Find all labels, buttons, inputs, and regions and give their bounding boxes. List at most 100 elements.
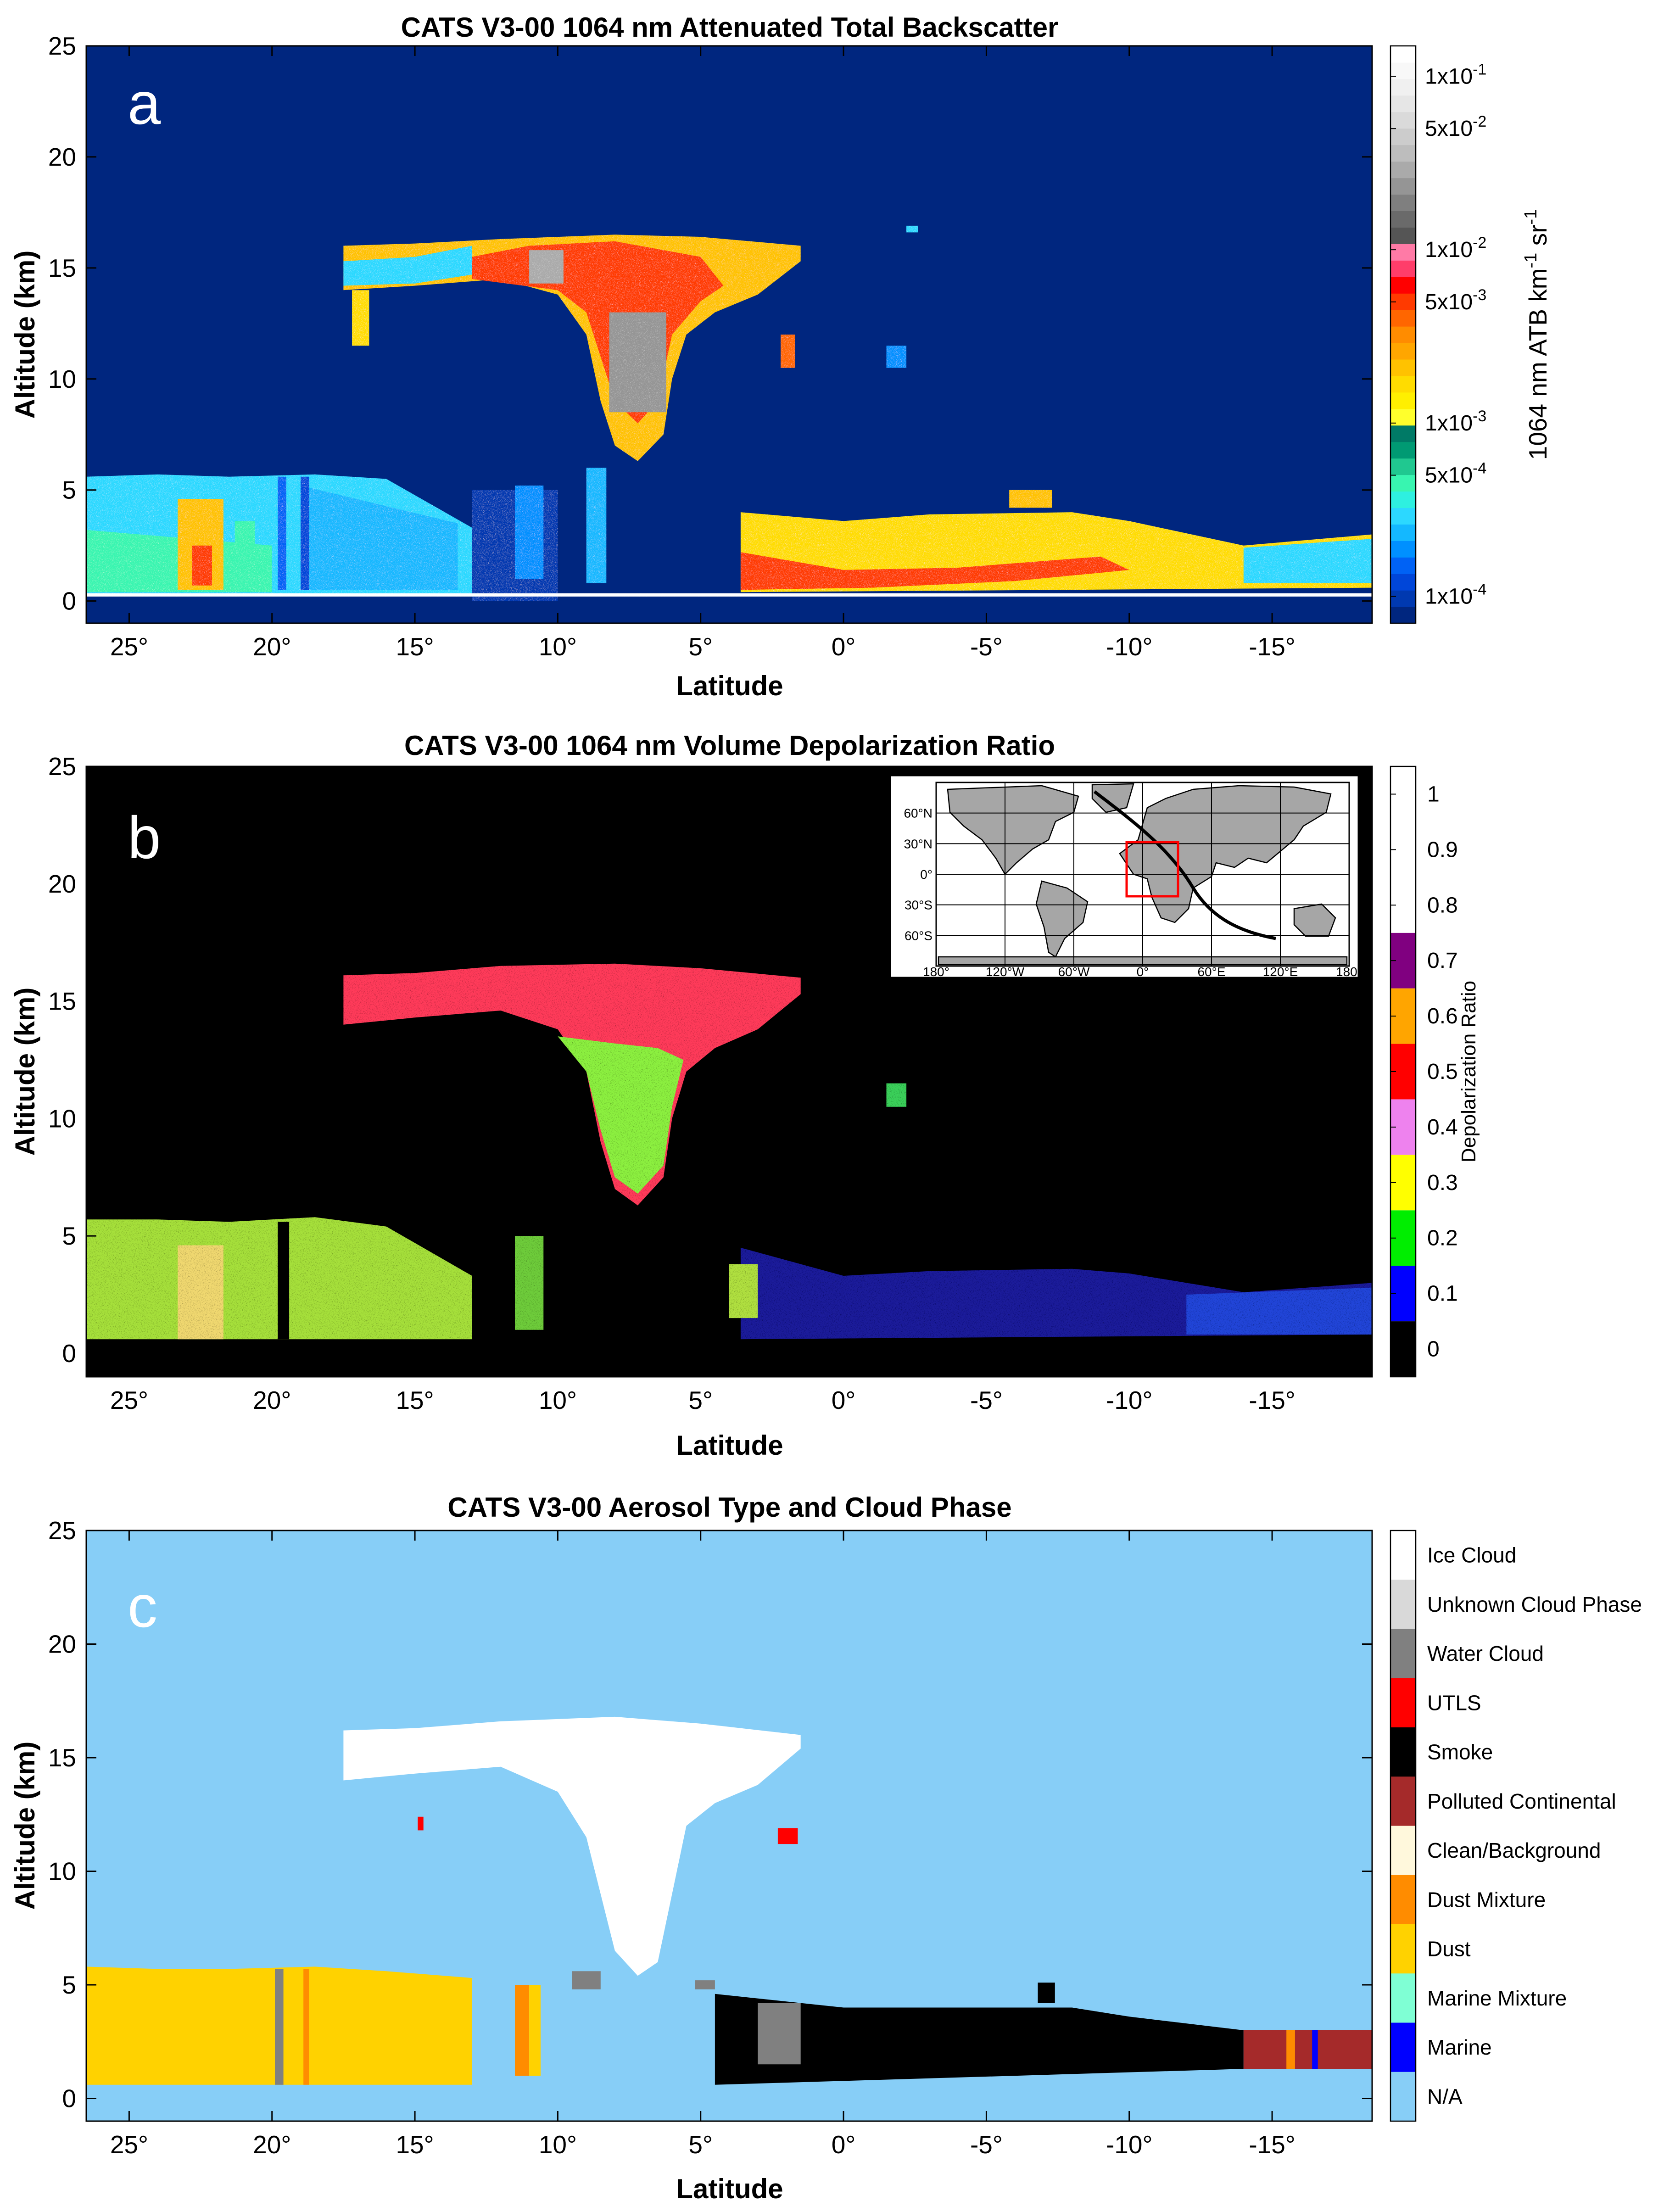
north-america-shape <box>947 785 1079 876</box>
inset-lon-label: 60°W <box>1058 965 1090 979</box>
x-tick-label: -15° <box>1249 2130 1295 2159</box>
polluted-continental-layer <box>1243 2030 1372 2069</box>
anvil-edge-cyan <box>343 246 472 286</box>
y-tick-label: 15 <box>48 1743 76 1772</box>
satellite-track <box>1093 790 1276 940</box>
cloud-fragment-2 <box>781 335 795 368</box>
dust-patch-11 <box>529 1985 541 2076</box>
colorbar-tick-label: 0.8 <box>1427 893 1458 917</box>
dust-band-depol <box>178 1245 223 1340</box>
colorbar-segment <box>1390 425 1416 442</box>
colorbar-segment <box>1390 557 1416 574</box>
colorbar-segment <box>1390 574 1416 591</box>
x-tick-label: 10° <box>539 2130 577 2159</box>
inset-lat-label: 30°N <box>904 837 933 851</box>
panel-a-title: CATS V3-00 1064 nm Attenuated Total Back… <box>401 12 1059 43</box>
x-tick-label: 15° <box>396 632 434 661</box>
category-swatch <box>1390 1580 1416 1629</box>
colorbar-segment <box>1390 326 1416 343</box>
category-label: Dust Mixture <box>1427 1888 1546 1911</box>
colorbar-segment <box>1390 78 1416 96</box>
colorbar-segment <box>1390 375 1416 393</box>
colorbar-segment <box>1390 260 1416 277</box>
colorbar-segment <box>1390 508 1416 525</box>
category-swatch <box>1390 1629 1416 1679</box>
panel-a-x-ticks: 25° 20° 15° 10° 5° 0° -5° -10° -15° <box>110 46 1295 661</box>
cloud-fragment-neg2 <box>886 346 907 368</box>
x-tick-label: -15° <box>1249 632 1295 661</box>
x-tick-label: -5° <box>970 632 1003 661</box>
water-cloud-column <box>275 1969 284 2085</box>
smoke-layer <box>715 1994 1244 2085</box>
panel-b-frame <box>85 765 1373 1378</box>
x-tick-label: 5° <box>688 2130 713 2159</box>
convective-core-depol <box>558 1036 684 1194</box>
colorbar-tick-label: 0.7 <box>1427 949 1458 973</box>
elevated-aerosol <box>1009 490 1052 508</box>
x-tick-label: 20° <box>253 1386 291 1414</box>
colorbar-tick-label: 5x10-2 <box>1425 113 1486 141</box>
category-swatch <box>1390 1875 1416 1925</box>
category-label: Water Cloud <box>1427 1642 1544 1665</box>
colorbar-segment <box>1390 524 1416 541</box>
colorbar-tick-label: 0.2 <box>1427 1226 1458 1251</box>
panel-b-letter: b <box>128 804 161 871</box>
band-21 <box>235 521 255 590</box>
inset-map-tick-labels: 60°N 30°N 0° 30°S 60°S 180° 120°W 60°W 0° 60°E 120… <box>904 806 1362 979</box>
panel-c-title: CATS V3-00 Aerosol Type and Cloud Phase <box>447 1492 1011 1523</box>
water-cloud-in-smoke <box>758 2003 801 2065</box>
category-swatch <box>1390 2072 1416 2122</box>
inset-lat-label: 30°S <box>905 898 933 912</box>
x-tick-label: 5° <box>688 1386 713 1414</box>
x-tick-label: 25° <box>110 1386 148 1414</box>
colorbar-segment <box>1390 359 1416 376</box>
dust-mixture-patch <box>515 1985 530 2076</box>
x-tick-label: 0° <box>832 2130 856 2159</box>
low-column-11 <box>515 486 544 579</box>
colorbar-tick-label: 1x10-4 <box>1425 581 1486 609</box>
x-tick-label: 20° <box>253 632 291 661</box>
panel-b-features <box>86 963 1372 1340</box>
dust-mixture-column <box>303 1969 309 2085</box>
surface-return <box>86 593 1372 597</box>
panel-c-frame <box>85 1530 1373 2122</box>
category-swatch <box>1390 1826 1416 1876</box>
water-cloud-patch <box>572 1971 601 1989</box>
x-tick-label: 15° <box>396 2130 434 2159</box>
dust-band-22-core <box>192 545 212 586</box>
panel-c-features <box>86 1716 1372 2085</box>
y-tick-label: 25 <box>48 1516 76 1545</box>
colorbar-segment <box>1390 441 1416 459</box>
study-region-box <box>1125 841 1179 898</box>
panel-b-colorbar: 0 0.1 0.2 0.3 0.4 0.5 0.6 0.7 0.8 0.9 1 <box>1390 765 1458 1378</box>
inset-lon-label: 180° <box>1336 965 1362 979</box>
colorbar-segment <box>1390 46 1416 63</box>
inset-lat-label: 60°S <box>905 928 933 943</box>
low-layer-blue-region <box>301 486 458 590</box>
colorbar-tick-label: 0 <box>1427 1337 1440 1362</box>
panel-b: CATS V3-00 1064 nm Volume Depolarization… <box>10 730 1480 1461</box>
x-tick-label: 25° <box>110 632 148 661</box>
x-tick-label: 20° <box>253 2130 291 2159</box>
colorbar-tick-label: 0.6 <box>1427 1004 1458 1028</box>
y-tick-label: 20 <box>48 870 76 898</box>
panel-a-letter: a <box>128 70 161 137</box>
panel-c-y-label: Altitude (km) <box>10 1742 40 1910</box>
water-cloud-patch-2 <box>695 1980 715 1989</box>
inset-lon-label: 120°W <box>986 965 1025 979</box>
utls-patch <box>777 1828 798 1844</box>
colorbar-segment <box>1390 590 1416 607</box>
y-tick-label: 20 <box>48 143 76 171</box>
category-swatch <box>1390 1973 1416 2023</box>
category-label: Smoke <box>1427 1740 1493 1764</box>
panel-a-x-label: Latitude <box>676 670 783 701</box>
category-label: Dust <box>1427 1937 1471 1961</box>
colorbar-segment <box>1390 458 1416 475</box>
colorbar-tick-label: 5x10-4 <box>1425 460 1486 488</box>
colorbar-tick-label: 0.9 <box>1427 838 1458 862</box>
category-label: N/A <box>1427 2084 1463 2108</box>
category-label: Polluted Continental <box>1427 1789 1616 1813</box>
inset-lon-label: 180° <box>923 965 949 979</box>
category-label: UTLS <box>1427 1691 1481 1715</box>
